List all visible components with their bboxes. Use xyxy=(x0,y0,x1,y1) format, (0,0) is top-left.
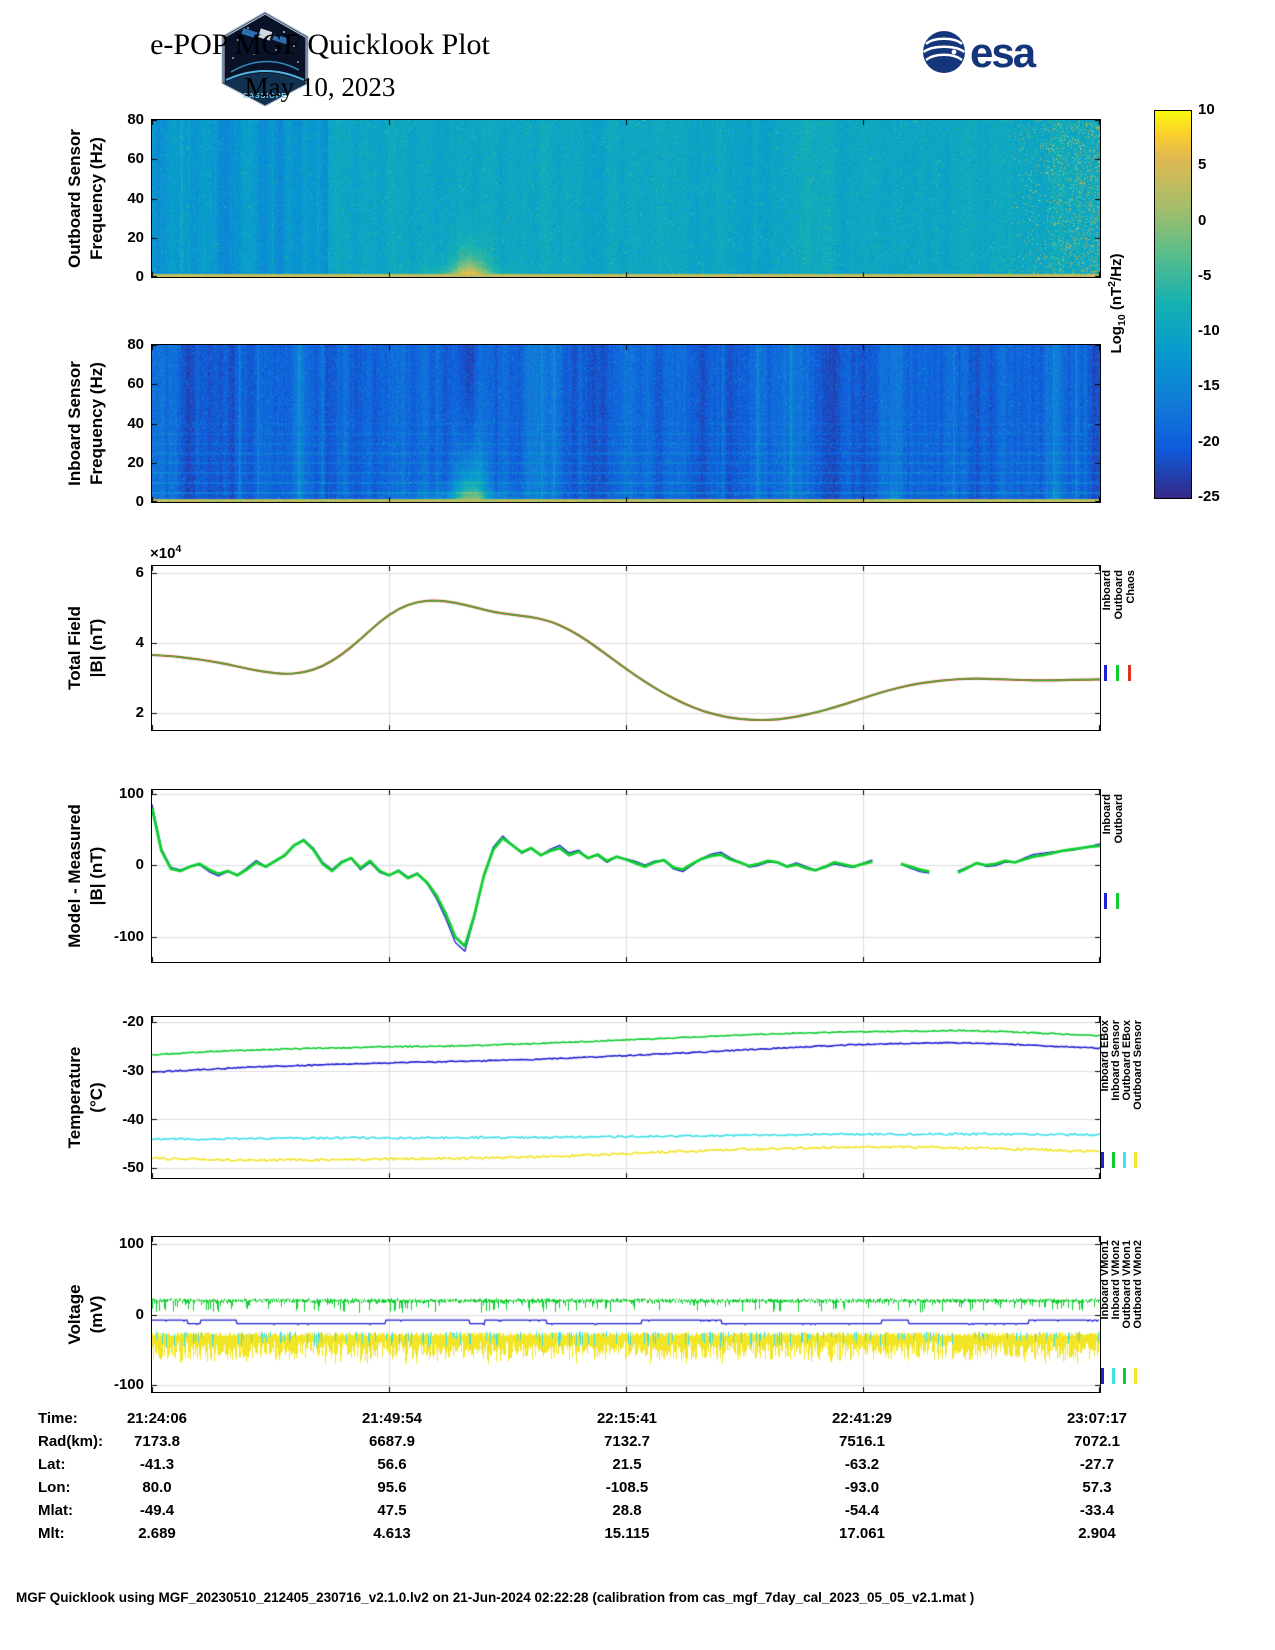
panel-temperature xyxy=(151,1016,1101,1179)
y-tick-label: 20 xyxy=(127,454,144,471)
y-tick-label: 60 xyxy=(127,375,144,392)
legend-total-field-chaos: Chaos xyxy=(1125,570,1137,604)
satellite-icon xyxy=(241,27,289,45)
y-tick-label: 0 xyxy=(135,493,144,510)
y-tick-label: -30 xyxy=(122,1062,144,1079)
legend-total-field-outboard: Outboard xyxy=(1113,570,1125,620)
y-tick-label: 100 xyxy=(118,785,144,802)
legend-dash-inboard xyxy=(1104,893,1107,909)
voltage-canvas xyxy=(152,1237,1100,1392)
legend-dash xyxy=(1112,1152,1115,1168)
colorbar-tick: -25 xyxy=(1198,488,1220,505)
colorbar xyxy=(1154,110,1192,499)
outboard-spectrogram-canvas xyxy=(152,120,1100,277)
cassiope-mission-badge: CASSIOPE xyxy=(221,11,309,107)
table-row-lon: Lon: 80.0 95.6 -108.5 -93.0 57.3 xyxy=(38,1479,1112,1496)
colorbar-tick: -10 xyxy=(1198,322,1220,339)
y-tick-label: 6 xyxy=(135,564,144,581)
total-field-ylabel: Total Field |B| (nT) xyxy=(65,606,106,690)
inboard-spectrogram-canvas xyxy=(152,345,1100,502)
colorbar-label: Log10 (nT2/Hz) xyxy=(1106,253,1128,354)
y-tick-label: 0 xyxy=(135,1306,144,1323)
legend-dash-inboard xyxy=(1104,665,1107,681)
y-tick-label: 80 xyxy=(127,111,144,128)
legend-mm-outboard: Outboard xyxy=(1113,794,1125,844)
table-row-mlat: Mlat: -49.4 47.5 28.8 -54.4 -33.4 xyxy=(38,1502,1115,1519)
y-tick-label: -20 xyxy=(122,1013,144,1030)
esa-text: esa xyxy=(970,29,1037,76)
y-tick-label: 40 xyxy=(127,190,144,207)
colorbar-tick: 0 xyxy=(1198,212,1207,229)
esa-logo: esa xyxy=(922,29,1039,76)
total-field-canvas xyxy=(152,566,1100,730)
y-axis-scale-label: ×104 xyxy=(150,543,182,562)
legend-dash xyxy=(1101,1152,1104,1168)
legend-dash xyxy=(1112,1368,1115,1384)
colorbar-canvas xyxy=(1155,111,1191,498)
colorbar-tick: -15 xyxy=(1198,377,1220,394)
legend-volt-outboard-vmon2: Outboard VMon2 xyxy=(1132,1240,1144,1329)
legend-dash-outboard xyxy=(1116,665,1119,681)
panel-voltage xyxy=(151,1236,1101,1393)
legend-mm-inboard: Inboard xyxy=(1101,794,1113,835)
inboard-spectrogram-ylabel: Inboard Sensor Frequency (Hz) xyxy=(65,361,106,486)
table-row-mlt: Mlt: 2.689 4.613 15.115 17.061 2.904 xyxy=(38,1525,1116,1542)
temperature-ylabel: Temperature (°C) xyxy=(65,1046,106,1149)
table-row-lat: Lat: -41.3 56.6 21.5 -63.2 -27.7 xyxy=(38,1456,1115,1473)
y-tick-label: 0 xyxy=(135,268,144,285)
y-tick-label: -100 xyxy=(113,928,144,945)
y-tick-label: 40 xyxy=(127,415,144,432)
voltage-ylabel: Voltage (mV) xyxy=(65,1284,106,1345)
colorbar-tick: -5 xyxy=(1198,267,1212,284)
legend-dash-chaos xyxy=(1128,665,1131,681)
y-tick-label: 2 xyxy=(135,704,144,721)
legend-total-field-inboard: Inboard xyxy=(1101,570,1113,611)
temperature-canvas xyxy=(152,1017,1100,1178)
y-tick-label: 60 xyxy=(127,150,144,167)
y-tick-label: 0 xyxy=(135,856,144,873)
legend-dash xyxy=(1123,1368,1126,1384)
model-measured-canvas xyxy=(152,790,1100,962)
panel-model-measured xyxy=(151,789,1101,963)
panel-inboard-spectrogram xyxy=(151,344,1101,503)
legend-dash-outboard xyxy=(1116,893,1119,909)
table-row-time: Time: 21:24:06 21:49:54 22:15:41 22:41:2… xyxy=(38,1410,1128,1427)
panel-outboard-spectrogram xyxy=(151,119,1101,278)
model-measured-ylabel: Model - Measured |B| (nT) xyxy=(65,804,106,948)
page-date: May 10, 2023 xyxy=(244,72,396,102)
legend-dash xyxy=(1123,1152,1126,1168)
page-title: e-POP MGF Quicklook Plot xyxy=(150,28,490,61)
y-tick-label: 80 xyxy=(127,336,144,353)
outboard-spectrogram-ylabel: Outboard Sensor Frequency (Hz) xyxy=(65,129,106,268)
legend-dash xyxy=(1101,1368,1104,1384)
footer-provenance: MGF Quicklook using MGF_20230510_212405_… xyxy=(16,1590,975,1605)
legend-dash xyxy=(1134,1368,1137,1384)
table-row-rad: Rad(km): 7173.8 6687.9 7132.7 7516.1 707… xyxy=(38,1433,1120,1450)
y-tick-label: -40 xyxy=(122,1111,144,1128)
y-tick-label: -50 xyxy=(122,1159,144,1176)
y-tick-label: 20 xyxy=(127,229,144,246)
panel-total-field xyxy=(151,565,1101,731)
y-tick-label: 100 xyxy=(118,1235,144,1252)
y-tick-label: 4 xyxy=(135,634,144,651)
y-tick-label: -100 xyxy=(113,1376,144,1393)
legend-temp-outboard-sensor: Outboard Sensor xyxy=(1132,1020,1144,1110)
colorbar-tick: 10 xyxy=(1198,101,1215,118)
colorbar-tick: -20 xyxy=(1198,433,1220,450)
badge-text: CASSIOPE xyxy=(243,93,287,100)
legend-dash xyxy=(1134,1152,1137,1168)
colorbar-tick: 5 xyxy=(1198,156,1207,173)
